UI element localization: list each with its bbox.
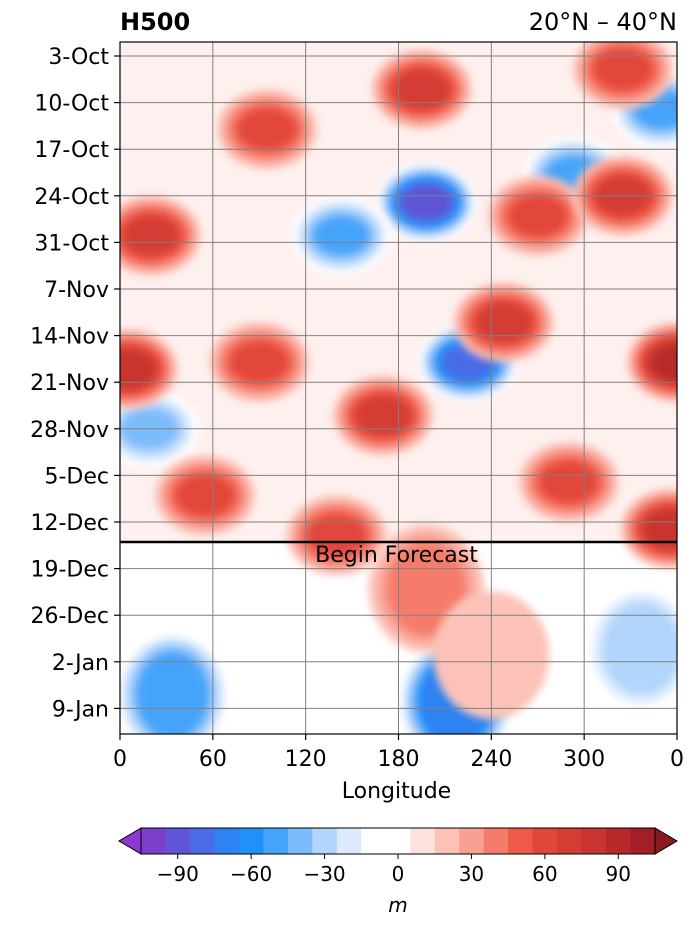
x-tick-label: 240 (470, 747, 512, 772)
colorbar-tick-label: −30 (303, 862, 345, 886)
x-tick-label: 0 (113, 747, 127, 772)
negative-anomaly-7 (583, 584, 677, 713)
colorbar-bin (557, 828, 583, 854)
colorbar-tick-label: 60 (532, 862, 557, 886)
chart-title-right: 20°N – 40°N (528, 8, 677, 36)
colorbar-bin (361, 828, 387, 854)
colorbar-bin (336, 828, 362, 854)
positive-anomaly-17 (209, 322, 310, 403)
colorbar-bin (165, 828, 191, 854)
forecast-divider: Begin Forecast (120, 540, 677, 568)
positive-anomaly-9 (120, 328, 178, 409)
colorbar-bin (434, 828, 460, 854)
forecast-label: Begin Forecast (315, 543, 478, 568)
positive-anomaly-18 (155, 455, 256, 536)
positive-anomaly-22 (286, 495, 387, 576)
x-tick-label: 0 (670, 747, 684, 772)
positive-anomaly-10 (627, 322, 677, 403)
colorbar-bin (459, 828, 485, 854)
y-tick-label: 24-Oct (34, 185, 109, 210)
x-tick-label: 120 (285, 747, 327, 772)
y-axis: 3-Oct 10-Oct 17-Oct 24-Oct 31-Oct 7-Nov 14-Nov… (30, 45, 120, 722)
gridlines (120, 42, 677, 734)
y-tick-label: 31-Oct (34, 231, 109, 256)
colorbar-bin (141, 828, 166, 854)
y-tick-label: 5-Dec (44, 464, 109, 489)
y-tick-label: 3-Oct (48, 45, 109, 70)
y-tick-label: 2-Jan (52, 651, 109, 676)
colorbar-bin (238, 828, 264, 854)
y-tick-label: 21-Nov (30, 371, 109, 396)
positive-anomaly-23 (572, 42, 673, 110)
colorbar-bin (508, 828, 534, 854)
x-tick-label: 60 (199, 747, 227, 772)
colorbar-bin (606, 828, 632, 854)
colorbar-bin (410, 828, 436, 854)
colorbar-bin (630, 828, 656, 854)
colorbar: −90 −60 −30 0 30 60 90 m (118, 827, 678, 917)
x-axis: 0 60 120 180 240 300 0 Longitude (113, 734, 684, 804)
colorbar-over-arrow (654, 827, 678, 855)
colorbar-bin (312, 828, 338, 854)
colorbar-tick-label: 30 (459, 862, 484, 886)
colorbar-bin (483, 828, 509, 854)
y-tick-label: 28-Nov (30, 418, 109, 443)
x-axis-label: Longitude (342, 779, 451, 804)
positive-anomaly-11 (620, 488, 677, 569)
chart-title-left: H500 (120, 8, 191, 36)
y-tick-label: 10-Oct (34, 92, 109, 117)
colorbar-bin (189, 828, 215, 854)
positive-anomaly-15 (216, 89, 317, 170)
y-tick-label: 19-Dec (30, 558, 109, 583)
positive-anomaly-19 (487, 175, 588, 256)
y-tick-label: 7-Nov (44, 278, 109, 303)
positive-anomaly-14 (333, 375, 434, 456)
y-tick-label: 17-Oct (34, 138, 109, 163)
negative-anomaly-0 (376, 162, 477, 243)
colorbar-bin (385, 828, 411, 854)
colorbar-label: m (388, 893, 407, 917)
positive-anomaly-21 (518, 442, 619, 523)
x-tick-label: 300 (563, 747, 605, 772)
colorbar-bin (581, 828, 607, 854)
colorbar-tick-label: 0 (392, 862, 405, 886)
colorbar-tick-label: −60 (230, 862, 272, 886)
positive-anomaly-12 (371, 49, 472, 130)
y-tick-label: 26-Dec (30, 604, 109, 629)
y-tick-label: 14-Nov (30, 325, 109, 350)
colorbar-bin (532, 828, 558, 854)
y-tick-label: 12-Dec (30, 511, 109, 536)
positive-anomaly-16 (120, 195, 201, 276)
colorbar-under-arrow (118, 827, 142, 855)
y-tick-label: 9-Jan (52, 697, 109, 722)
colorbar-tick-label: 90 (606, 862, 631, 886)
colorbar-tick-label: −90 (157, 862, 199, 886)
colorbar-bin (263, 828, 289, 854)
colorbar-bin (214, 828, 240, 854)
colorbar-bin (287, 828, 313, 854)
positive-anomaly-13 (453, 282, 554, 363)
negative-anomaly-5 (291, 195, 392, 276)
x-tick-label: 180 (378, 747, 420, 772)
